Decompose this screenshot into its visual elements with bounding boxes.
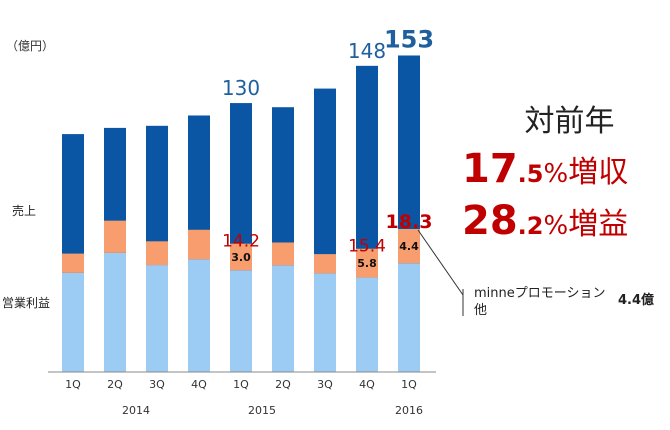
sales-growth-pct: %: [543, 159, 569, 189]
promo-value-label: 5.8: [357, 257, 377, 270]
profit-base-bar: [272, 265, 294, 372]
profit-bar: [230, 243, 252, 271]
yoy-summary: 対前年 17.5%増収 28.2%増益: [462, 96, 667, 244]
x-tick-label: 3Q: [317, 378, 333, 391]
sales-growth-dec: .5: [517, 160, 544, 188]
x-tick-label: 2Q: [107, 378, 123, 391]
profit-growth-line: 28.2%増益: [462, 198, 667, 244]
x-tick-label: 1Q: [401, 378, 417, 391]
profit-growth-word: 増益: [568, 207, 629, 242]
profit-bar: [314, 254, 336, 274]
sales-row-label: 売上: [12, 203, 36, 218]
callout-label: minneプロモーション: [474, 286, 606, 301]
profit-bar: [356, 248, 378, 278]
promo-callout: minneプロモーション 4.4億 他: [474, 285, 670, 319]
profit-bar: [398, 229, 420, 264]
profit-bar: [272, 242, 294, 266]
sales-growth-line: 17.5%増収: [462, 146, 667, 192]
callout-tail: 他: [474, 303, 488, 318]
profit-base-bar: [356, 277, 378, 372]
profit-value-label: 14.2: [222, 232, 260, 252]
x-tick-label: 2Q: [275, 378, 291, 391]
profit-growth-int: 28: [462, 198, 518, 244]
summary-heading: 対前年: [524, 104, 615, 139]
profit-base-bar: [398, 263, 420, 372]
profit-bar: [104, 220, 126, 253]
sales-value-label: 153: [384, 25, 434, 53]
profit-row-label: 営業利益: [2, 296, 50, 310]
callout-value: 4.4億: [618, 293, 655, 308]
year-label: 2014: [122, 404, 150, 417]
profit-base-bar: [188, 259, 210, 372]
profit-base-bar: [314, 273, 336, 372]
promo-value-label: 4.4: [399, 240, 419, 253]
sales-value-label: 148: [348, 39, 386, 63]
y-unit-label: （億円）: [6, 39, 54, 53]
year-label: 2016: [395, 404, 423, 417]
profit-bar: [62, 253, 84, 273]
profit-value-label: 15.4: [348, 237, 386, 257]
profit-base-bar: [230, 270, 252, 372]
profit-base-bar: [62, 272, 84, 372]
year-label: 2015: [248, 404, 276, 417]
x-tick-label: 3Q: [149, 378, 165, 391]
x-tick-label: 1Q: [233, 378, 249, 391]
profit-bar: [146, 241, 168, 266]
profit-growth-pct: %: [543, 211, 569, 241]
sales-growth-word: 増収: [568, 155, 629, 190]
profit-base-bar: [104, 252, 126, 372]
promo-value-label: 3.0: [231, 251, 251, 264]
x-tick-label: 4Q: [191, 378, 207, 391]
profit-bar: [188, 229, 210, 260]
profit-value-label: 18.3: [386, 211, 433, 233]
callout-leader: [417, 229, 464, 296]
sales-value-label: 130: [222, 76, 260, 100]
x-tick-label: 1Q: [65, 378, 81, 391]
profit-growth-dec: .2: [517, 212, 544, 240]
profit-base-bar: [146, 265, 168, 372]
x-tick-label: 4Q: [359, 378, 375, 391]
sales-growth-int: 17: [462, 146, 518, 192]
